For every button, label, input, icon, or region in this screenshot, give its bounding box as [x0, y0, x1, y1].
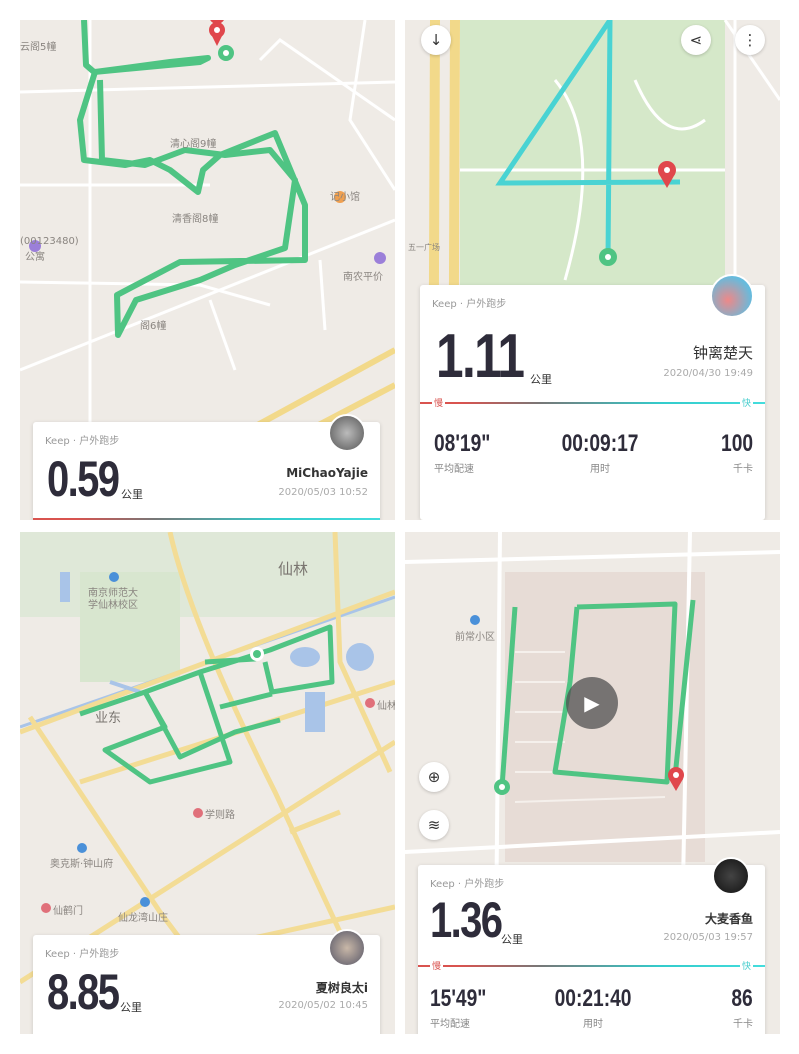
run-panel-4: 前常小区 ▶ ⊕ ≋ Keep · 户外跑步 1.36 公里 大麦香鱼 2020… [405, 532, 780, 1034]
run-date: 2020/05/03 19:57 [663, 932, 753, 943]
share-icon: ⋖ [689, 31, 703, 49]
distance-value: 1.11 [436, 322, 525, 391]
school-poi-icon [109, 572, 119, 582]
duration-stat: 00:21:40 用时 [554, 985, 632, 1030]
fast-label: 快 [739, 396, 753, 409]
play-replay-button[interactable]: ▶ [566, 677, 618, 729]
calories-stat: 86 千卡 [731, 985, 753, 1030]
download-icon: ↓ [429, 31, 443, 49]
pace-gradient-bar [420, 402, 765, 404]
distance-unit: 公里 [501, 933, 523, 946]
avg-pace-stat: 08'19" 平均配速 [434, 430, 491, 475]
start-pin-icon [218, 45, 234, 61]
start-pin-icon [599, 248, 617, 266]
map-label: (00123480) [20, 236, 79, 247]
end-pin-icon [668, 767, 684, 791]
download-button[interactable]: ↓ [421, 25, 451, 55]
map-label: 仙林 [377, 701, 395, 712]
map-label: 五一广场 [408, 243, 440, 252]
pace-gradient-bar [33, 518, 380, 520]
calories-stat: 100 千卡 [720, 430, 753, 475]
pace-gradient-bar [418, 965, 765, 967]
run-summary-card: Keep · 户外跑步 1.11 公里 钟离楚天 2020/04/30 19:4… [420, 285, 765, 520]
restaurant-poi-icon [334, 191, 346, 203]
residence-poi-icon [77, 843, 87, 853]
map-label: 公寓 [25, 252, 45, 263]
route-line [499, 599, 696, 788]
map-layers-button[interactable]: ≋ [419, 810, 449, 840]
start-pin-icon [494, 779, 510, 795]
map[interactable] [20, 532, 395, 1034]
locate-icon: ⊕ [427, 768, 441, 786]
run-date: 2020/05/03 10:52 [278, 487, 368, 498]
end-pin-icon [209, 20, 225, 46]
run-panel-3: 仙林 南京师范大 学仙林校区 业东 学则路 奥克斯·钟山府 仙鹤门 仙龙湾山庄 … [20, 532, 395, 1034]
run-panel-1: 云阁5幢 清心阁9幢 记小馆 清香阁8幢 (00123480) 公寓 南农平价 … [20, 20, 395, 520]
locate-button[interactable]: ⊕ [419, 762, 449, 792]
slow-label: 慢 [432, 396, 446, 409]
username: MiChaoYajie [286, 466, 368, 480]
username: 钟离楚天 [692, 344, 753, 362]
map-label: 仙鹤门 [53, 906, 83, 917]
avatar[interactable] [328, 414, 366, 452]
distance-unit: 公里 [530, 373, 552, 386]
end-pin-icon [658, 161, 676, 188]
residence-poi-icon [140, 897, 150, 907]
map-label: 南京师范大 [88, 588, 138, 599]
avg-pace-stat: 15'49" 平均配速 [430, 985, 487, 1030]
metro-station-icon [365, 698, 375, 708]
more-button[interactable]: ⋮ [735, 25, 765, 55]
distance-value: 8.85 [47, 964, 120, 1020]
run-summary-card: Keep · 户外跑步 1.36 公里 大麦香鱼 2020/05/03 19:5… [418, 865, 765, 1034]
run-date: 2020/04/30 19:49 [663, 368, 753, 379]
share-button[interactable]: ⋖ [681, 25, 711, 55]
map-label: 仙龙湾山庄 [118, 913, 168, 924]
app-label: Keep · 户外跑步 [430, 879, 505, 890]
map-label: 前常小区 [455, 632, 495, 643]
map-label: 业东 [95, 711, 122, 726]
metro-station-icon [41, 903, 51, 913]
map-label: 清心阁9幢 [170, 139, 217, 150]
run-panel-2: 五一广场 ↓ ⋖ ⋮ Keep · 户外跑步 1.11 公里 钟离楚天 2020… [405, 20, 780, 520]
map-label: 清香阁8幢 [172, 214, 219, 225]
map-label: 记小馆 [330, 192, 360, 203]
run-summary-card: Keep · 户外跑步 0.59 公里 MiChaoYajie 2020/05/… [33, 422, 380, 520]
fast-label: 快 [739, 959, 753, 972]
username: 大麦香鱼 [704, 912, 753, 926]
start-pin-icon [250, 647, 264, 661]
slow-label: 慢 [430, 959, 444, 972]
play-icon: ▶ [584, 691, 600, 715]
username: 夏树良太i [315, 981, 368, 995]
residence-poi-icon [470, 615, 480, 625]
shop-poi-icon [374, 252, 386, 264]
app-label: Keep · 户外跑步 [45, 436, 120, 447]
map-label: 学则路 [205, 810, 235, 821]
avatar[interactable] [710, 274, 754, 318]
more-icon: ⋮ [742, 31, 758, 49]
distance-value: 1.36 [430, 892, 503, 948]
app-label: Keep · 户外跑步 [432, 299, 507, 310]
run-summary-card: Keep · 户外跑步 8.85 公里 夏树良太i 2020/05/02 10:… [33, 935, 380, 1034]
avatar[interactable] [712, 857, 750, 895]
route-line [495, 20, 681, 261]
hotel-poi-icon [29, 240, 41, 252]
distance-unit: 公里 [120, 1001, 142, 1014]
duration-stat: 00:09:17 用时 [561, 430, 639, 475]
map-label: 南农平价 [343, 272, 383, 283]
map-label: 仙林 [278, 560, 309, 578]
metro-station-icon [193, 808, 203, 818]
route-line [77, 20, 308, 338]
layers-icon: ≋ [427, 816, 441, 834]
avatar[interactable] [328, 929, 366, 967]
map-label: 学仙林校区 [88, 600, 138, 611]
map-label: 奥克斯·钟山府 [50, 859, 114, 870]
distance-value: 0.59 [47, 451, 120, 507]
map-label: 阁6幢 [140, 321, 167, 332]
distance-unit: 公里 [121, 488, 143, 501]
app-label: Keep · 户外跑步 [45, 949, 120, 960]
map-label: 云阁5幢 [20, 42, 57, 53]
run-date: 2020/05/02 10:45 [278, 1000, 368, 1011]
map[interactable] [405, 20, 780, 520]
